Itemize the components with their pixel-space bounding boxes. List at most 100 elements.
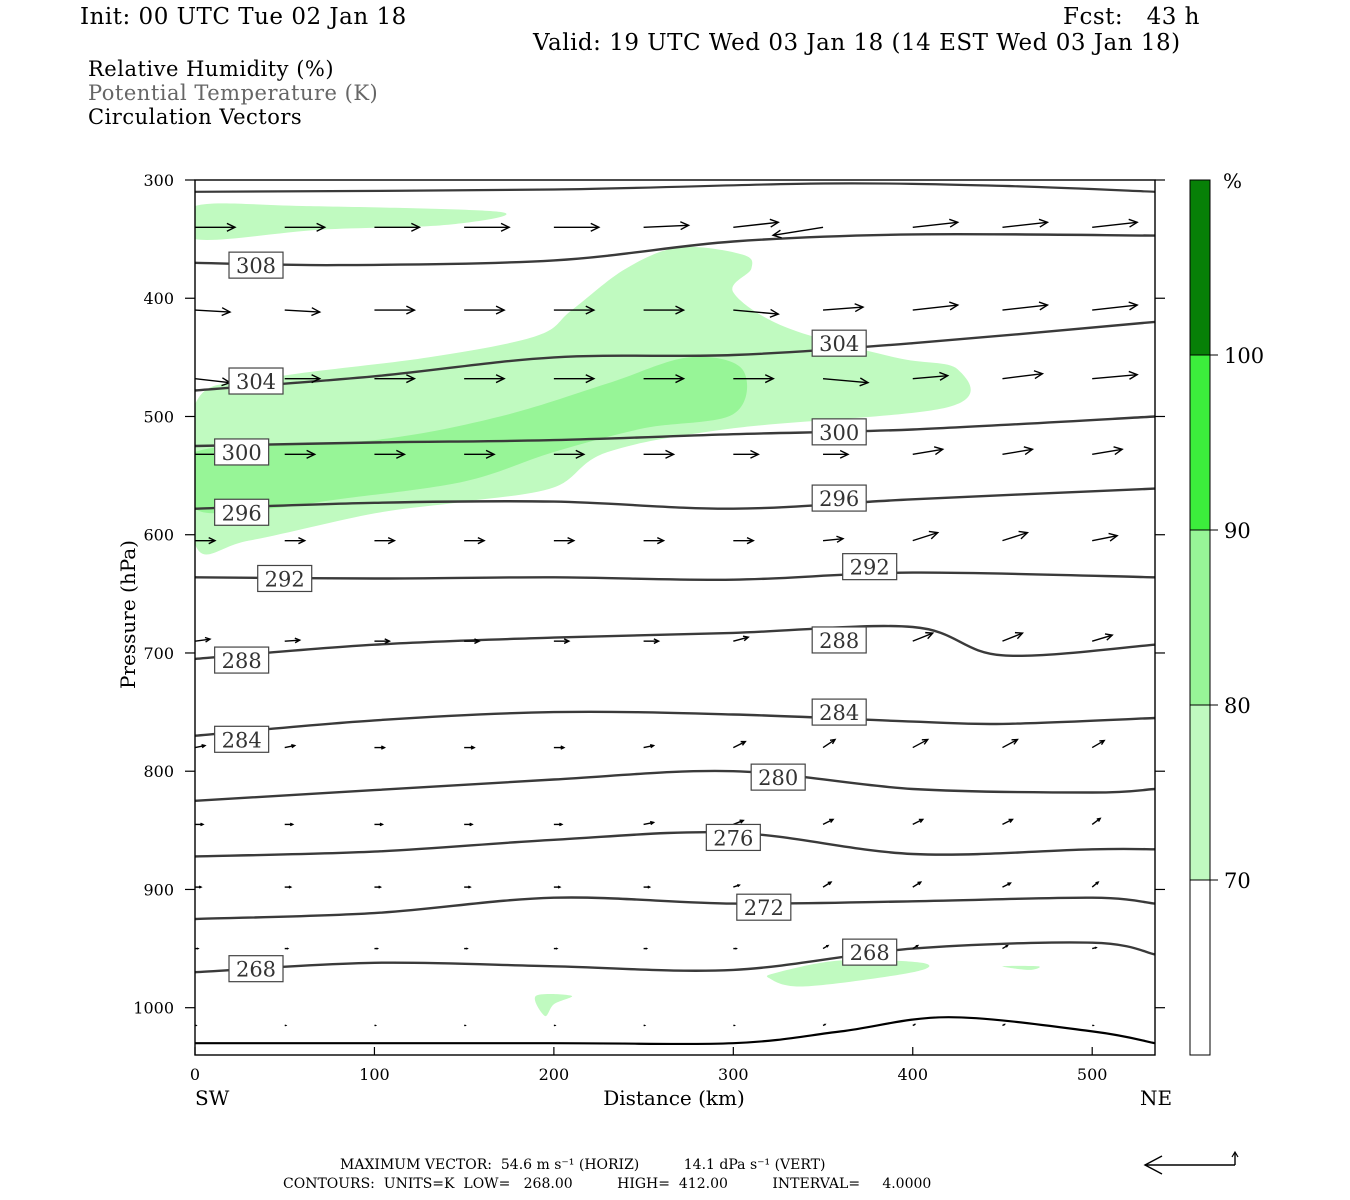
theta-label-text: 284 bbox=[819, 701, 859, 725]
plot-area bbox=[195, 182, 1155, 1046]
x-tick-label: 400 bbox=[897, 1065, 928, 1084]
vector-shaft bbox=[733, 221, 779, 228]
reference-vector bbox=[1143, 1150, 1239, 1175]
vector-shaft bbox=[912, 738, 929, 749]
vector-shaft bbox=[822, 818, 834, 826]
surface-line bbox=[195, 1016, 1155, 1046]
vector-head bbox=[1011, 738, 1019, 745]
x-axis-label: Distance (km) bbox=[603, 1086, 745, 1110]
vector-head bbox=[1128, 370, 1139, 380]
vector-head bbox=[1003, 1023, 1006, 1026]
theta-label-box bbox=[214, 498, 270, 526]
theta-label-text: 280 bbox=[758, 766, 798, 790]
vector-shaft bbox=[822, 537, 844, 542]
vector-head bbox=[1008, 818, 1014, 823]
vector-head bbox=[311, 374, 322, 384]
vector-head bbox=[649, 820, 656, 826]
colorbar-segment bbox=[1189, 879, 1211, 1056]
vector-head bbox=[1094, 946, 1098, 950]
theta-label-box bbox=[214, 725, 270, 753]
theta-label-300: 300 bbox=[811, 418, 867, 446]
y-tick-label: 500 bbox=[143, 407, 174, 426]
vector-shaft bbox=[912, 632, 934, 642]
vector-head bbox=[384, 638, 392, 645]
vector-head bbox=[737, 884, 741, 888]
vector-head bbox=[1005, 944, 1009, 948]
vector-head bbox=[825, 944, 830, 948]
theta-label-292: 292 bbox=[257, 564, 313, 593]
theta-label-272: 272 bbox=[736, 893, 792, 921]
vector-head bbox=[396, 449, 407, 459]
theta-label-284: 284 bbox=[214, 725, 270, 753]
vector-head bbox=[469, 822, 474, 827]
vector-shaft bbox=[1002, 632, 1023, 642]
theta-label-text: 296 bbox=[819, 487, 859, 511]
vector-shaft bbox=[733, 309, 779, 315]
y-tick-label: 700 bbox=[143, 644, 174, 663]
reference-vector-vert-head bbox=[1231, 1150, 1239, 1158]
vector-head bbox=[495, 305, 506, 315]
vector-head bbox=[378, 885, 383, 889]
theta-label-text: 292 bbox=[265, 567, 305, 591]
vector-head bbox=[311, 307, 322, 317]
theta-label-276: 276 bbox=[705, 823, 761, 852]
theta-contour-276 bbox=[195, 830, 1155, 858]
vector-head bbox=[226, 222, 237, 232]
vector-shaft bbox=[822, 738, 836, 749]
vector-shaft bbox=[1091, 739, 1105, 749]
vector-head bbox=[939, 371, 950, 381]
theta-label-288: 288 bbox=[214, 646, 270, 674]
y-tick-label: 600 bbox=[143, 526, 174, 545]
vector-shaft bbox=[643, 224, 689, 228]
vector-shaft bbox=[912, 448, 943, 456]
legend-theta: Potential Temperature (K) bbox=[88, 81, 379, 105]
vector-shaft bbox=[195, 377, 231, 384]
theta-label-text: 276 bbox=[713, 826, 753, 850]
theta-label-box bbox=[257, 564, 313, 593]
vector-head bbox=[559, 822, 564, 827]
theta-contour-296 bbox=[195, 487, 1155, 510]
theta-contour-288 bbox=[195, 624, 1155, 661]
vector-head bbox=[567, 536, 576, 545]
vector-head bbox=[1023, 446, 1035, 456]
vector-head bbox=[742, 635, 750, 642]
vector-head bbox=[298, 536, 307, 545]
theta-label-308: 308 bbox=[228, 251, 284, 279]
vector-head bbox=[915, 944, 920, 948]
vector-head bbox=[1038, 218, 1050, 228]
vector-shaft bbox=[284, 744, 295, 749]
vector-head bbox=[560, 745, 566, 750]
reference-vector-head bbox=[1143, 1155, 1163, 1175]
theta-label-box bbox=[811, 626, 867, 654]
vector-head bbox=[1104, 633, 1114, 641]
vector-head bbox=[465, 947, 469, 950]
theta-label-box bbox=[228, 251, 284, 279]
theta-label-268: 268 bbox=[228, 955, 284, 983]
vector-shaft bbox=[643, 821, 654, 826]
x-tick-label: 100 bbox=[359, 1065, 390, 1084]
vector-head bbox=[198, 885, 203, 889]
vector-head bbox=[495, 374, 506, 384]
forecast-hour: Fcst: 43 h bbox=[1063, 4, 1200, 30]
vector-shaft bbox=[1002, 304, 1048, 311]
x-tick-label: 0 bbox=[190, 1065, 200, 1084]
vector-shaft bbox=[195, 638, 211, 642]
valid-time: Valid: 19 UTC Wed 03 Jan 18 (14 EST Wed … bbox=[533, 30, 1181, 56]
theta-label-292: 292 bbox=[842, 553, 898, 581]
theta-label-text: 296 bbox=[222, 501, 262, 525]
colorbar-segment bbox=[1189, 704, 1211, 881]
vector-head bbox=[829, 738, 837, 745]
vector-head bbox=[827, 881, 833, 886]
vector-shaft bbox=[912, 531, 938, 542]
vector-shaft bbox=[912, 304, 958, 311]
theta-label-box bbox=[811, 329, 867, 357]
theta-label-text: 288 bbox=[819, 629, 859, 653]
vector-head bbox=[467, 885, 472, 889]
vector-head bbox=[406, 305, 417, 315]
vector-head bbox=[196, 947, 200, 950]
vector-head bbox=[854, 303, 865, 313]
init-time: Init: 00 UTC Tue 02 Jan 18 bbox=[80, 4, 407, 30]
vector-head bbox=[764, 374, 775, 384]
vector-shaft bbox=[1002, 818, 1013, 826]
vector-shaft bbox=[1092, 534, 1118, 542]
